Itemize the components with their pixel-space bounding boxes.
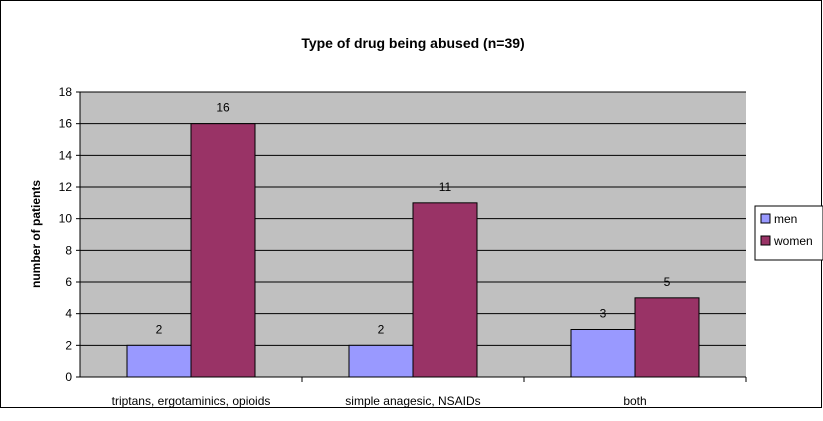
legend-swatch-women: [760, 235, 771, 246]
bar-women-0: [190, 123, 256, 378]
y-tick-labels: 0 2 4 6 8 10 12 14 16 18: [59, 85, 73, 384]
data-label-men-0: 2: [156, 322, 163, 336]
bar-men-2: [570, 329, 636, 378]
y-tick-label-14: 14: [59, 148, 73, 162]
y-tick-label-2: 2: [65, 338, 72, 352]
data-label-men-1: 2: [378, 322, 385, 336]
bars: [126, 123, 700, 378]
y-tick-label-16: 16: [59, 117, 73, 131]
legend-label-women: women: [773, 234, 813, 248]
y-tick-label-8: 8: [65, 243, 72, 257]
data-label-women-0: 16: [216, 101, 230, 115]
chart-title: Type of drug being abused (n=39): [301, 35, 524, 51]
data-label-women-1: 11: [439, 180, 452, 194]
y-tick-label-0: 0: [65, 370, 72, 384]
bar-women-2: [634, 297, 700, 378]
x-tick-label-0: triptans, ergotaminics, opioids: [112, 394, 271, 408]
bar-men-1: [348, 344, 414, 378]
bar-women-1: [412, 202, 478, 378]
x-tick-label-1: simple anagesic, NSAIDs: [345, 394, 480, 408]
y-tick-label-10: 10: [59, 212, 73, 226]
x-tick-labels: triptans, ergotaminics, opioids simple an…: [112, 394, 647, 408]
y-axis-label: number of patients: [29, 180, 43, 288]
legend: men women: [754, 205, 823, 261]
x-tick-label-2: both: [623, 394, 646, 408]
legend-label-men: men: [774, 212, 797, 226]
legend-swatch-men: [760, 213, 771, 224]
axes: [76, 91, 747, 382]
y-tick-label-12: 12: [59, 180, 73, 194]
data-label-men-2: 3: [600, 307, 607, 321]
y-tick-label-18: 18: [59, 85, 73, 99]
y-tick-label-4: 4: [65, 307, 72, 321]
bar-men-0: [126, 344, 192, 378]
data-labels: 2 16 2 11 3 5: [156, 101, 671, 337]
data-label-women-2: 5: [664, 275, 671, 289]
y-tick-label-6: 6: [65, 275, 72, 289]
